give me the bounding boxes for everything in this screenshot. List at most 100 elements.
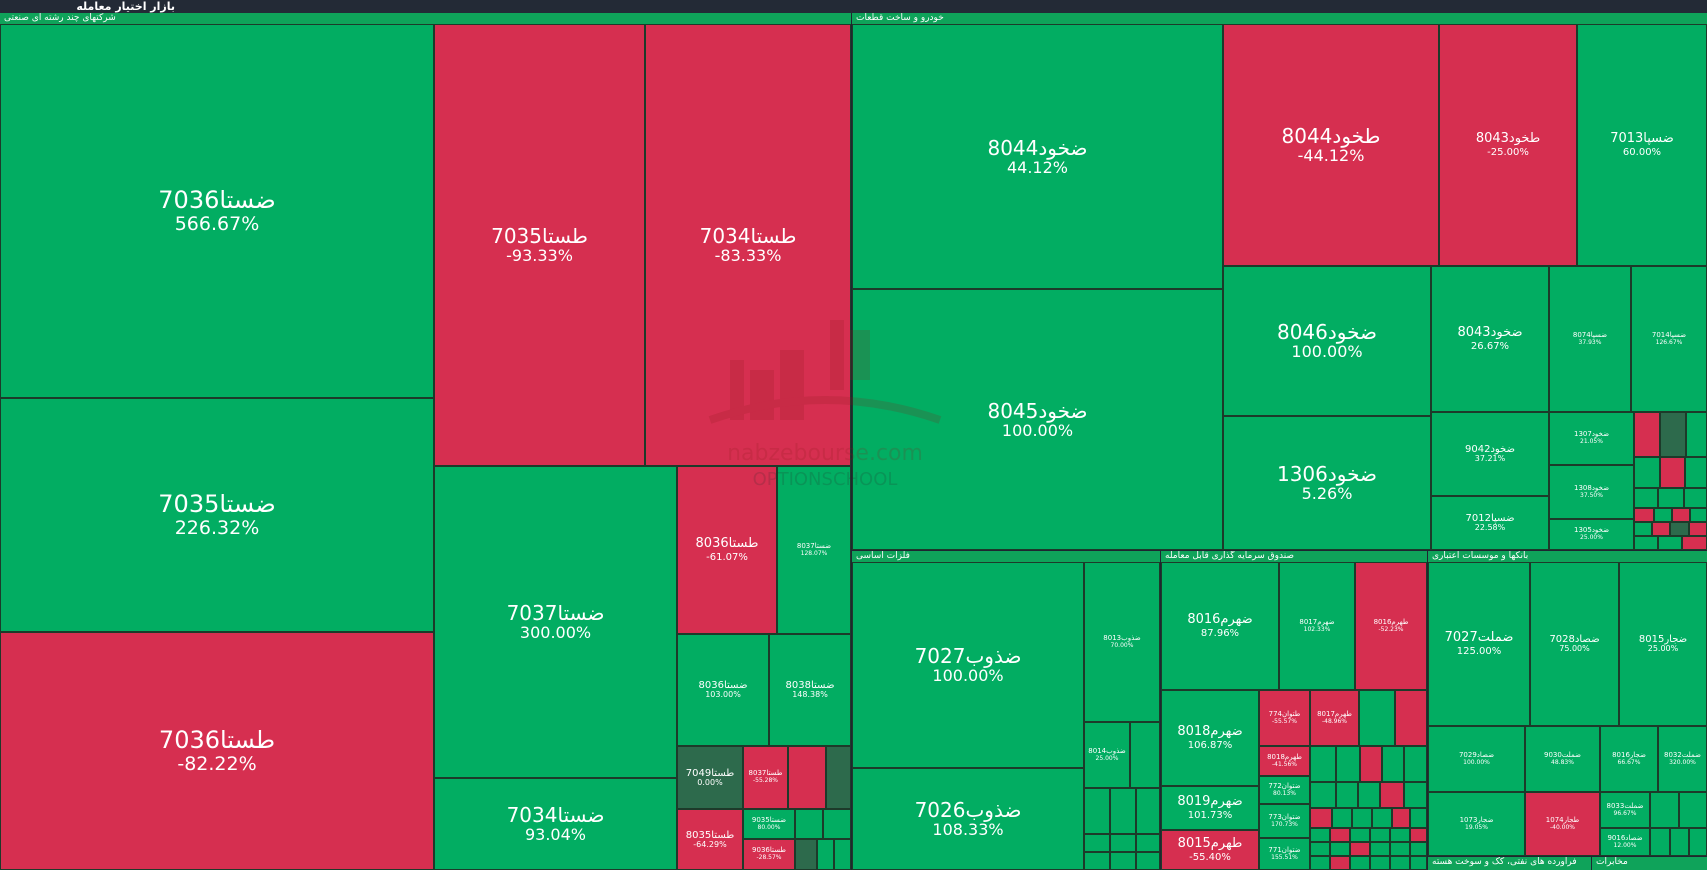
stock-tile[interactable] — [1084, 852, 1110, 870]
stock-tile[interactable] — [1682, 536, 1707, 550]
stock-tile[interactable]: ضخود1307 21.05% — [1549, 412, 1634, 465]
stock-tile[interactable]: ضخود8044 44.12% — [852, 24, 1223, 289]
stock-tile[interactable]: ضستا8037 128.07% — [777, 466, 851, 634]
stock-tile[interactable]: طستا7034 -83.33% — [645, 24, 851, 466]
stock-tile[interactable] — [1672, 508, 1690, 522]
stock-tile[interactable] — [1652, 522, 1670, 536]
stock-tile[interactable]: ضصاد7028 75.00% — [1530, 562, 1619, 726]
stock-tile[interactable]: ضملت8033 96.67% — [1600, 792, 1650, 828]
stock-tile[interactable] — [1330, 828, 1350, 842]
stock-tile[interactable]: ضسپا7014 126.67% — [1631, 266, 1707, 412]
stock-tile[interactable]: ضتوان773 170.73% — [1259, 804, 1310, 838]
stock-tile[interactable] — [1130, 722, 1160, 788]
stock-tile[interactable] — [1136, 834, 1160, 852]
stock-tile[interactable] — [1370, 842, 1390, 856]
stock-tile[interactable] — [1310, 782, 1336, 808]
stock-tile[interactable]: طستا7036 -82.22% — [0, 632, 434, 870]
stock-tile[interactable] — [1634, 412, 1660, 457]
stock-tile[interactable] — [1310, 856, 1330, 870]
stock-tile[interactable] — [1372, 808, 1392, 828]
stock-tile[interactable] — [1084, 788, 1110, 834]
stock-tile[interactable] — [834, 839, 851, 870]
stock-tile[interactable]: طهرم8018 -41.56% — [1259, 746, 1310, 776]
stock-tile[interactable] — [1310, 746, 1336, 782]
stock-tile[interactable] — [1410, 842, 1427, 856]
stock-tile[interactable]: طتوان774 -55.57% — [1259, 690, 1310, 746]
stock-tile[interactable] — [1310, 842, 1330, 856]
stock-tile[interactable]: طستا8037 -55.28% — [743, 746, 788, 809]
stock-tile[interactable]: طخود8044 -44.12% — [1223, 24, 1439, 266]
stock-tile[interactable]: طستا8035 -64.29% — [677, 809, 743, 870]
stock-tile[interactable] — [817, 839, 834, 870]
stock-tile[interactable]: ضستا7036 566.67% — [0, 24, 434, 398]
stock-tile[interactable] — [1350, 856, 1370, 870]
stock-tile[interactable] — [1684, 488, 1707, 508]
stock-tile[interactable]: ضملت7027 125.00% — [1428, 562, 1530, 726]
stock-tile[interactable] — [1136, 788, 1160, 834]
stock-tile[interactable]: ضخود9042 37.21% — [1431, 412, 1549, 496]
stock-tile[interactable]: ضذوب7027 100.00% — [852, 562, 1084, 768]
stock-tile[interactable]: ضذوب8013 70.00% — [1084, 562, 1160, 722]
sector-automotive[interactable]: خودرو و ساخت قطعات ضخود8044 44.12% طخود80… — [852, 13, 1707, 550]
stock-tile[interactable] — [1330, 842, 1350, 856]
stock-tile[interactable]: طجار1074 -40.00% — [1525, 792, 1600, 856]
stock-tile[interactable]: طخود8043 -25.00% — [1439, 24, 1577, 266]
stock-tile[interactable] — [788, 746, 826, 809]
stock-tile[interactable]: ضصاد9016 12.00% — [1600, 828, 1650, 856]
stock-tile[interactable] — [1392, 808, 1410, 828]
stock-tile[interactable] — [1332, 808, 1352, 828]
stock-tile[interactable] — [1670, 522, 1689, 536]
stock-tile[interactable] — [1110, 852, 1136, 870]
stock-tile[interactable] — [1410, 808, 1427, 828]
stock-tile[interactable]: ضستا7037 300.00% — [434, 466, 677, 778]
stock-tile[interactable]: ضخود1306 5.26% — [1223, 416, 1431, 550]
stock-tile[interactable]: ضخود1305 25.00% — [1549, 519, 1634, 550]
stock-tile[interactable]: طستا7049 0.00% — [677, 746, 743, 809]
stock-tile[interactable]: ضخود8045 100.00% — [852, 289, 1223, 550]
stock-tile[interactable]: طستا9036 -28.57% — [743, 839, 795, 870]
sector-petroleum[interactable]: فراورده های نفتی، کک و سوخت هسته — [1428, 857, 1591, 870]
stock-tile[interactable]: طهرم8017 -48.96% — [1310, 690, 1359, 746]
stock-tile[interactable] — [1685, 457, 1707, 488]
stock-tile[interactable] — [1404, 782, 1427, 808]
stock-tile[interactable] — [1410, 828, 1427, 842]
stock-tile[interactable] — [1370, 828, 1390, 842]
stock-tile[interactable]: ضستا7034 93.04% — [434, 778, 677, 870]
stock-tile[interactable]: ضهرم8018 106.87% — [1161, 690, 1259, 786]
stock-tile[interactable] — [795, 809, 823, 839]
stock-tile[interactable] — [1390, 828, 1410, 842]
stock-tile[interactable]: ضصاد7029 100.00% — [1428, 726, 1525, 792]
stock-tile[interactable] — [1658, 488, 1684, 508]
stock-tile[interactable] — [795, 839, 817, 870]
stock-tile[interactable]: ضسپا7013 60.00% — [1577, 24, 1707, 266]
stock-tile[interactable]: طستا7035 -93.33% — [434, 24, 645, 466]
stock-tile[interactable] — [823, 809, 851, 839]
stock-tile[interactable] — [826, 746, 851, 809]
stock-tile[interactable] — [1395, 690, 1427, 746]
stock-tile[interactable]: ضسپا8074 37.93% — [1549, 266, 1631, 412]
stock-tile[interactable] — [1634, 536, 1658, 550]
stock-tile[interactable] — [1110, 834, 1136, 852]
stock-tile[interactable]: ضتوان771 155.51% — [1259, 838, 1310, 870]
stock-tile[interactable]: طهرم8016 -52.23% — [1355, 562, 1427, 690]
stock-tile[interactable]: ضخود8046 100.00% — [1223, 266, 1431, 416]
stock-tile[interactable] — [1390, 842, 1410, 856]
stock-tile[interactable] — [1336, 782, 1358, 808]
stock-tile[interactable]: ضستا8038 148.38% — [769, 634, 851, 746]
stock-tile[interactable]: ضستا7035 226.32% — [0, 398, 434, 632]
stock-tile[interactable] — [1330, 856, 1350, 870]
stock-tile[interactable]: ضستا9035 80.00% — [743, 809, 795, 839]
stock-tile[interactable] — [1410, 856, 1427, 870]
stock-tile[interactable]: ضذوب7026 108.33% — [852, 768, 1084, 870]
sector-basic-metals[interactable]: فلزات اساسی ضذوب7027 100.00% ضذوب8013 70.0… — [852, 551, 1160, 870]
stock-tile[interactable] — [1689, 522, 1707, 536]
stock-tile[interactable] — [1650, 792, 1679, 828]
stock-tile[interactable] — [1650, 828, 1670, 856]
stock-tile[interactable] — [1358, 782, 1380, 808]
sector-etf[interactable]: صندوق سرمایه گذاری قابل معامله ضهرم8016 8… — [1161, 551, 1427, 870]
stock-tile[interactable]: ضذوب8014 25.00% — [1084, 722, 1130, 788]
stock-tile[interactable] — [1310, 828, 1330, 842]
stock-tile[interactable] — [1136, 852, 1160, 870]
stock-tile[interactable] — [1382, 746, 1404, 782]
stock-tile[interactable] — [1310, 808, 1332, 828]
